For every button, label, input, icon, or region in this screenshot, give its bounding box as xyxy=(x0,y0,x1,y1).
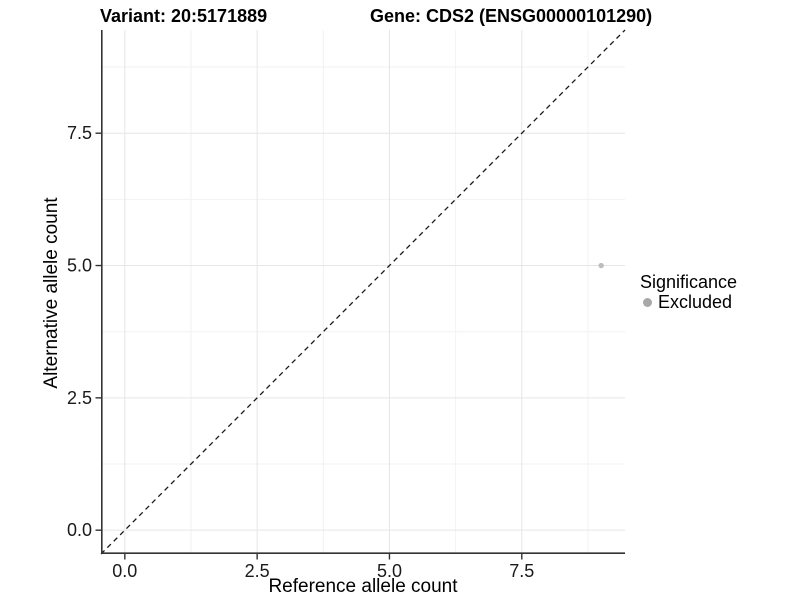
x-axis-title: Reference allele count xyxy=(268,576,458,597)
gene-title: Gene: CDS2 (ENSG00000101290) xyxy=(370,6,653,26)
legend-title: Significance xyxy=(640,272,738,292)
legend-item-label: Excluded xyxy=(658,292,733,312)
y-axis-title: Alternative allele count xyxy=(41,197,62,389)
x-tick-label: 5.0 xyxy=(377,561,402,581)
legend-key-dot xyxy=(643,298,652,307)
y-tick-label: 7.5 xyxy=(67,123,92,143)
y-tick-label: 0.0 xyxy=(67,520,92,540)
data-point xyxy=(598,262,604,269)
x-tick-label: 2.5 xyxy=(245,561,270,581)
chart-panel: 0.0 2.5 5.0 7.5 0.0 2.5 5.0 7.5 xyxy=(67,29,626,581)
variant-title: Variant: 20:5171889 xyxy=(100,6,268,26)
y-tick-label: 2.5 xyxy=(67,388,92,408)
legend: Significance Excluded xyxy=(640,273,737,312)
x-tick-label: 0.0 xyxy=(112,561,137,581)
x-tick-label: 7.5 xyxy=(509,561,534,581)
identity-line xyxy=(100,29,626,555)
legend-item-excluded: Excluded xyxy=(640,293,737,312)
y-tick-label: 5.0 xyxy=(67,256,92,276)
